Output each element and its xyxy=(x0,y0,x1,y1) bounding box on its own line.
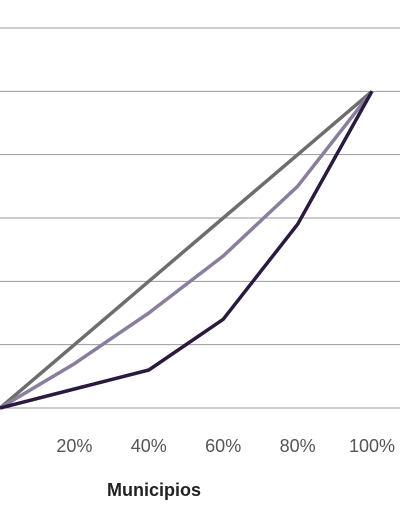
series-line-0 xyxy=(0,89,374,410)
x-tick-labels: 20% 40% 60% 80% 100% xyxy=(56,436,395,456)
x-tick-label: 80% xyxy=(280,436,316,456)
x-tick-label: 100% xyxy=(349,436,395,456)
series-line-1 xyxy=(0,90,374,410)
series-group xyxy=(0,89,374,410)
x-tick-label: 40% xyxy=(131,436,167,456)
x-axis-title: Municipios xyxy=(107,480,201,500)
x-tick-label: 20% xyxy=(56,436,92,456)
series-line-2 xyxy=(0,90,374,410)
gridlines xyxy=(0,27,400,409)
x-tick-label: 60% xyxy=(205,436,241,456)
